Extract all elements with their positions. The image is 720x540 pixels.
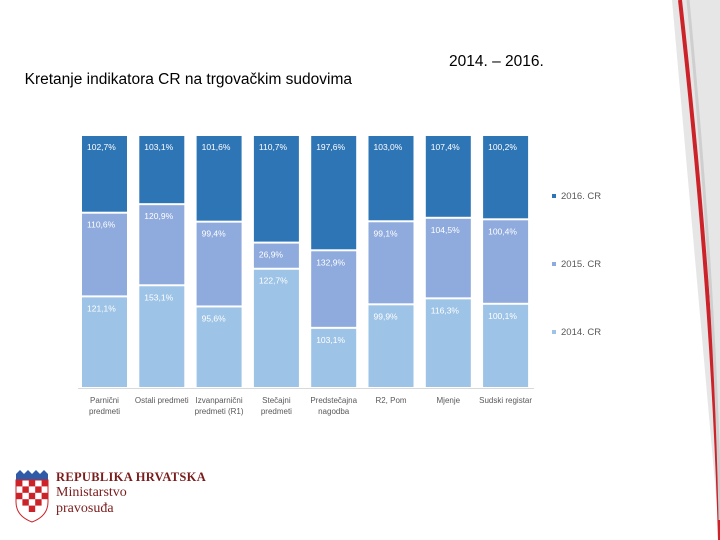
legend-swatch	[552, 194, 556, 198]
data-label: 95,6%	[202, 313, 227, 323]
bar-2-2	[196, 136, 242, 221]
data-label: 103,1%	[144, 142, 173, 152]
bar-0-7	[483, 304, 529, 387]
data-label: 121,1%	[87, 303, 116, 313]
data-label: 99,9%	[374, 311, 399, 321]
data-label: 110,6%	[87, 220, 116, 230]
category-label: Predstečajna	[310, 396, 357, 405]
bar-0-0	[82, 297, 127, 387]
legend-swatch	[552, 330, 556, 334]
bar-1-7	[483, 220, 529, 303]
logo-line-2: Ministarstvo	[56, 485, 127, 500]
data-label: 100,2%	[488, 142, 517, 152]
bar-0-3	[253, 269, 299, 387]
data-label: 99,4%	[202, 229, 227, 239]
data-label: 99,1%	[374, 228, 399, 238]
bar-2-3	[253, 136, 299, 242]
bar-1-0	[82, 213, 127, 296]
data-label: 103,1%	[316, 335, 345, 345]
category-label: Ostali predmeti	[135, 396, 189, 405]
bar-0-6	[425, 299, 471, 387]
bar-1-6	[425, 218, 471, 298]
category-label: Izvanparnični	[196, 396, 243, 405]
data-label: 120,9%	[144, 211, 173, 221]
bar-2-6	[425, 136, 471, 217]
legend-swatch	[552, 262, 556, 266]
data-label: 104,5%	[431, 225, 460, 235]
legend-label: 2014. CR	[561, 327, 601, 338]
bar-2-0	[82, 136, 127, 212]
data-label: 100,1%	[488, 311, 517, 321]
bar-0-4	[311, 328, 357, 387]
logo-line-3: pravosuđa	[56, 501, 114, 516]
data-label: 110,7%	[259, 142, 288, 152]
ministry-logo: REPUBLIKA HRVATSKA Ministarstvo pravosuđ…	[56, 470, 206, 517]
data-label: 102,7%	[87, 142, 116, 152]
bar-0-5	[368, 305, 414, 387]
data-label: 132,9%	[316, 257, 345, 267]
category-label: nagodba	[318, 407, 350, 416]
data-label: 153,1%	[144, 292, 173, 302]
category-label: predmeti	[261, 407, 292, 416]
bar-0-2	[196, 307, 242, 387]
data-label: 26,9%	[259, 250, 284, 260]
slide-title: Kretanje indikatora CR na trgovačkim sud…	[16, 53, 544, 107]
title-years: 2014. – 2016.	[449, 53, 544, 70]
category-label: Stečajni	[262, 396, 291, 405]
category-label: Sudski registar	[479, 396, 532, 405]
data-label: 122,7%	[259, 276, 288, 286]
coat-of-arms-icon	[15, 470, 49, 523]
bar-0-1	[139, 286, 185, 387]
legend-label: 2016. CR	[561, 191, 601, 202]
data-label: 101,6%	[202, 142, 231, 152]
bar-2-7	[483, 136, 529, 219]
bar-2-4	[311, 136, 357, 250]
data-label: 100,4%	[488, 226, 517, 236]
bar-1-5	[368, 222, 414, 304]
bar-1-2	[196, 222, 242, 306]
logo-line-1: REPUBLIKA HRVATSKA	[56, 470, 207, 484]
bar-2-1	[139, 136, 185, 204]
category-label: R2, Pom	[375, 396, 406, 405]
data-label: 107,4%	[431, 142, 460, 152]
bar-1-3	[253, 243, 299, 268]
bar-2-5	[368, 136, 414, 221]
decorative-stripe	[672, 0, 720, 540]
category-label: predmeti (R1)	[195, 407, 244, 416]
data-label: 197,6%	[316, 142, 345, 152]
legend-label: 2015. CR	[561, 259, 601, 270]
data-label: 103,0%	[374, 142, 403, 152]
category-label: predmeti	[89, 407, 120, 416]
title-text: Kretanje indikatora CR na trgovačkim sud…	[24, 71, 352, 88]
data-label: 116,3%	[431, 305, 460, 315]
category-label: Mjenje	[437, 396, 461, 405]
bar-1-1	[139, 205, 185, 285]
bar-1-4	[311, 251, 357, 327]
category-label: Parnični	[90, 396, 119, 405]
